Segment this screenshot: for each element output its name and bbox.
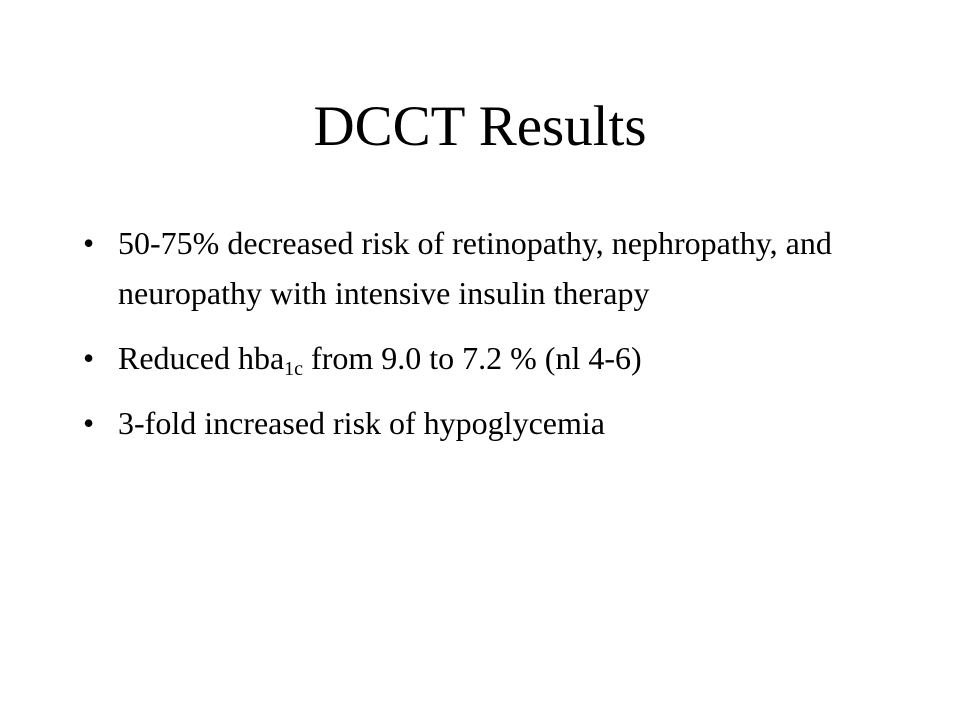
bullet-text: 3-fold increased risk of hypoglycemia — [118, 405, 605, 441]
bullet-text: Reduced hba — [118, 340, 285, 376]
bullet-list: 50-75% decreased risk of retinopathy, ne… — [83, 218, 858, 463]
subscript: 1c — [284, 358, 304, 380]
bullet-item: 3-fold increased risk of hypoglycemia — [83, 398, 858, 448]
bullet-item: 50-75% decreased risk of retinopathy, ne… — [83, 218, 858, 318]
slide-title: DCCT Results — [313, 95, 647, 158]
bullet-text: 50-75% decreased risk of retinopathy, ne… — [118, 225, 832, 311]
bullet-item: Reduced hba1c from 9.0 to 7.2 % (nl 4-6) — [83, 333, 858, 383]
bullet-text: from 9.0 to 7.2 % (nl 4-6) — [303, 340, 642, 376]
